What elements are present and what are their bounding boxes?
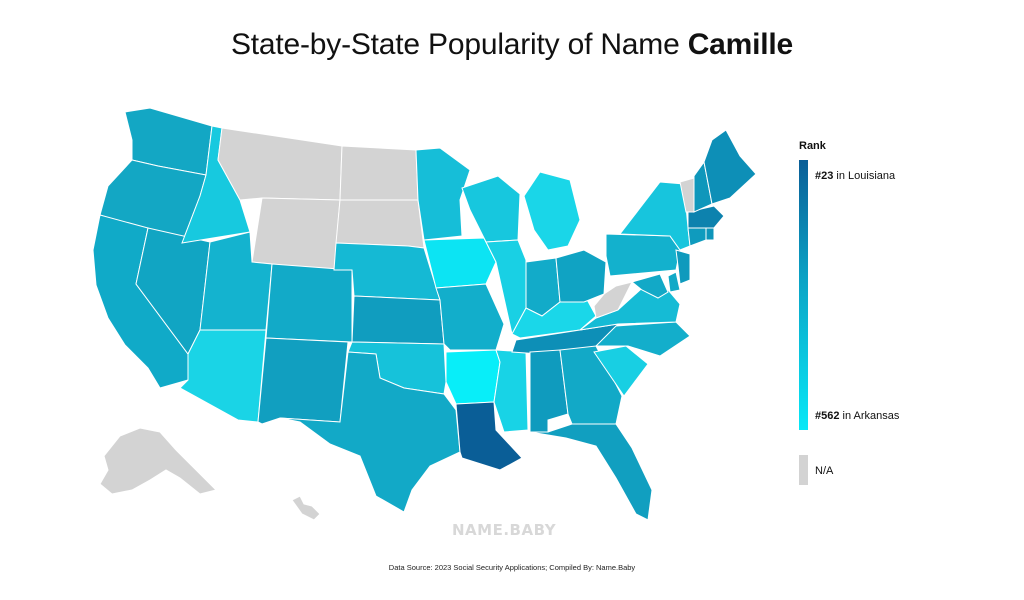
state-ar [445,349,501,405]
title-prefix: State-by-State Popularity of Name [230,28,688,61]
state-ri [705,227,715,241]
data-source-note: Data Source: 2023 Social Security Applic… [388,563,636,572]
state-nc [594,321,691,357]
state-sd [335,199,425,249]
state-nm [257,337,349,425]
state-mt [217,127,343,201]
legend-top-state: in Louisiana [833,170,896,182]
state-hi [291,495,321,521]
state-ma [687,205,725,229]
state-wy [251,197,341,271]
state-md [630,273,669,299]
state-nd [339,145,419,201]
title-name: Camille [687,28,794,61]
state-la [455,401,523,471]
legend-top-label: #23 in Louisiana [815,170,895,182]
state-mo [435,283,505,351]
na-swatch [799,455,808,485]
na-label: N/A [815,465,834,477]
legend-heading: Rank [799,140,826,152]
state-de [667,271,681,293]
state-pa [605,233,681,277]
legend-bottom-label: #562 in Arkansas [815,410,899,422]
state-tx [279,351,461,513]
state-az [179,329,267,423]
state-mi [523,171,581,251]
state-wi [461,175,521,243]
state-mn [415,147,471,241]
legend-top-rank: #23 [815,170,834,182]
state-ak [99,427,217,495]
legend-bottom-rank: #562 [815,410,840,422]
state-nj [675,249,691,285]
state-me [703,129,757,205]
legend-color-bar [799,160,808,430]
name-baby-watermark: NAME.BABY [452,521,557,539]
state-sc [593,345,649,397]
state-ct [687,225,707,247]
legend-bottom-state: in Arkansas [839,410,900,422]
page-title: State-by-State Popularity of Name Camill… [0,28,1024,62]
state-co [265,263,353,343]
state-fl [529,423,653,521]
state-ks [351,295,445,345]
state-ia [423,237,497,289]
state-oh [555,249,607,303]
state-wv [593,281,633,319]
